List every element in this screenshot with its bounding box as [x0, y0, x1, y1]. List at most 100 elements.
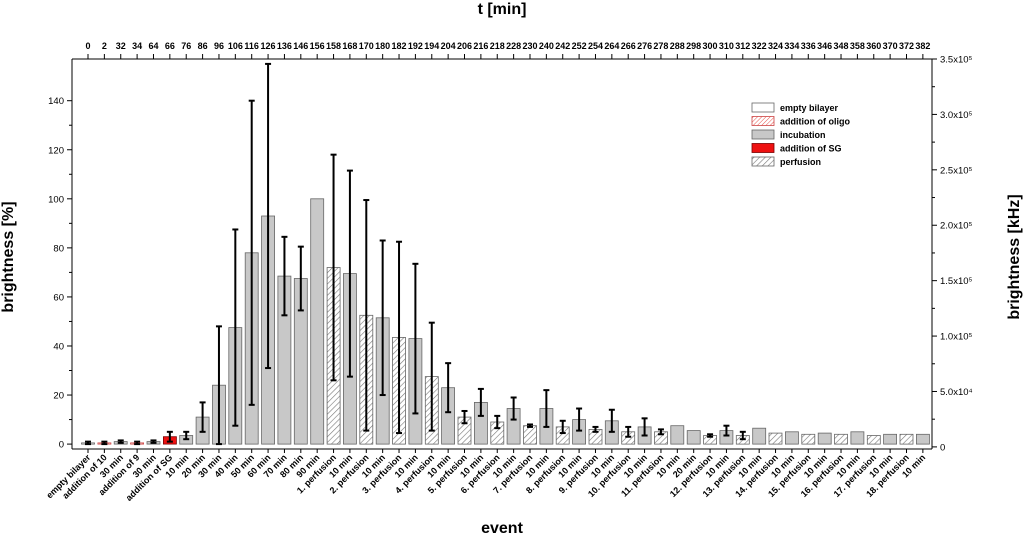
top-tick-label: 136 [277, 41, 292, 51]
top-tick-label: 312 [735, 41, 750, 51]
top-tick-label: 182 [392, 41, 407, 51]
y2-tick-label: 0 [940, 442, 945, 453]
top-tick-label: 360 [866, 41, 881, 51]
top-tick-label: 242 [555, 41, 570, 51]
top-tick-label: 334 [784, 41, 799, 51]
legend-swatch [751, 102, 775, 113]
top-tick-label: 32 [116, 41, 126, 51]
top-tick-label: 194 [424, 41, 439, 51]
legend-swatch [751, 156, 775, 167]
bar [686, 430, 701, 445]
top-tick-label: 2 [102, 41, 107, 51]
bar [916, 433, 930, 445]
top-tick-label: 336 [801, 41, 816, 51]
legend-swatch [751, 143, 775, 153]
plot-frame [71, 58, 933, 450]
bar [785, 431, 799, 445]
top-tick-label: 372 [899, 41, 914, 51]
y-tick-label: 60 [53, 292, 64, 303]
top-tick-label: 310 [719, 41, 734, 51]
top-tick-label: 34 [132, 41, 142, 51]
y2-tick-label: 3.5x10⁵ [940, 55, 973, 66]
top-axis-title: t [min] [478, 1, 527, 18]
y2-axis-title: brightness [kHz] [1006, 194, 1023, 319]
y2-tick-label: 1.5x10⁵ [940, 276, 973, 287]
top-tick-label: 168 [342, 41, 357, 51]
top-tick-label: 116 [244, 41, 259, 51]
bar [866, 435, 881, 445]
top-tick-label: 230 [522, 41, 537, 51]
top-tick-label: 264 [604, 41, 619, 51]
error-bars-layer [85, 62, 746, 446]
top-tick-label: 76 [181, 41, 191, 51]
bars-layer [81, 198, 930, 445]
legend-swatch [751, 129, 775, 140]
bar [768, 432, 783, 445]
y-tick-label: 40 [53, 341, 64, 352]
top-tick-label: 324 [768, 41, 783, 51]
left-y-axis: 0 20 40 60 80 100 120 140 [48, 96, 72, 451]
y-tick-label: 20 [53, 391, 64, 402]
top-tick-label: 170 [359, 41, 374, 51]
top-tick-label: 106 [228, 41, 243, 51]
y-tick-label: 100 [48, 194, 64, 205]
bar [752, 427, 767, 445]
top-tick-label: 204 [441, 41, 456, 51]
bar [899, 433, 914, 445]
top-tick-label: 126 [261, 41, 276, 51]
top-tick-label: 254 [588, 41, 603, 51]
top-tick-label: 370 [883, 41, 898, 51]
top-tick-label: 86 [198, 41, 208, 51]
top-tick-label: 300 [703, 41, 718, 51]
top-tick-label: 346 [817, 41, 832, 51]
y2-tick-label: 2.0x10⁵ [940, 221, 973, 232]
bar [834, 433, 848, 445]
legend-label: addition of SG [780, 144, 842, 154]
y-tick-label: 80 [53, 243, 64, 254]
right-y-axis: 0 5.0x10⁴ 1.0x10⁵ 1.5x10⁵ 2.0x10⁵ 2.5x10⁵ 3.0x… [932, 55, 973, 453]
top-time-axis: 0 2 32 34 64 66 76 86 96 106 116 126 136 146 156 158 168… [85, 41, 930, 59]
top-tick-label: 276 [637, 41, 652, 51]
top-tick-label: 206 [457, 41, 472, 51]
y2-tick-label: 1.0x10⁵ [940, 332, 973, 343]
bar [670, 425, 685, 445]
legend-label: incubation [780, 130, 826, 140]
top-tick-label: 228 [506, 41, 521, 51]
y-tick-label: 120 [48, 145, 64, 156]
bar [310, 198, 325, 445]
bar [817, 432, 832, 445]
top-tick-label: 96 [214, 41, 224, 51]
y-tick-label: 0 [59, 440, 64, 451]
top-tick-label: 216 [473, 41, 488, 51]
top-tick-label: 266 [621, 41, 636, 51]
bar [883, 433, 897, 445]
top-tick-label: 192 [408, 41, 423, 51]
top-tick-label: 158 [326, 41, 341, 51]
top-tick-label: 322 [752, 41, 767, 51]
top-tick-label: 156 [310, 41, 325, 51]
y2-tick-label: 2.5x10⁵ [940, 165, 973, 176]
top-tick-label: 240 [539, 41, 554, 51]
y-tick-label: 140 [48, 96, 64, 107]
x-axis-title: event [481, 520, 523, 537]
top-tick-label: 298 [686, 41, 701, 51]
top-tick-label: 278 [653, 41, 668, 51]
top-tick-label: 252 [572, 41, 587, 51]
y-axis-title: brightness [%] [0, 201, 17, 312]
legend-label: perfusion [780, 157, 821, 167]
top-tick-label: 348 [834, 41, 849, 51]
top-tick-label: 358 [850, 41, 865, 51]
top-tick-label: 180 [375, 41, 390, 51]
top-tick-label: 0 [85, 41, 90, 51]
top-tick-label: 382 [915, 41, 930, 51]
y2-tick-label: 3.0x10⁵ [940, 110, 973, 121]
y2-tick-label: 5.0x10⁴ [940, 387, 973, 398]
legend: empty bilayer addition of oligo incubation… [751, 102, 850, 167]
bar [850, 431, 865, 445]
legend-label: empty bilayer [780, 103, 839, 113]
top-tick-label: 64 [148, 41, 158, 51]
bar [523, 425, 537, 445]
top-tick-label: 288 [670, 41, 685, 51]
